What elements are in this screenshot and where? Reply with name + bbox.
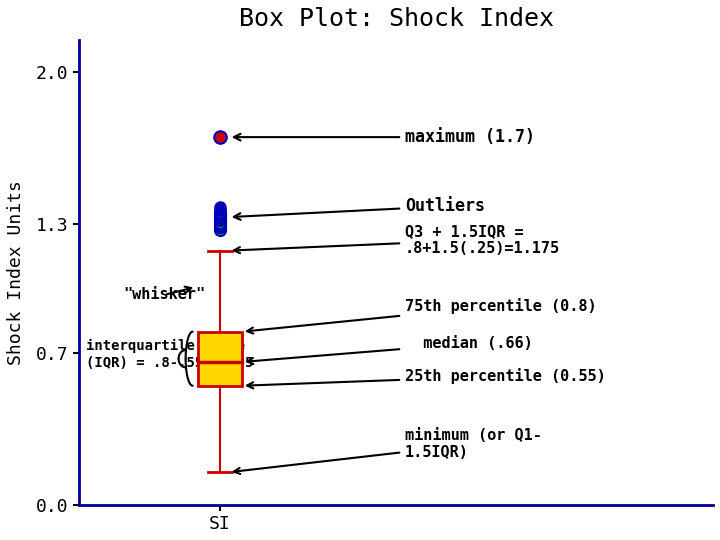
Text: 75th percentile (0.8): 75th percentile (0.8) bbox=[247, 298, 596, 334]
Text: interquartile range
(IQR) = .8-.55 = .25: interquartile range (IQR) = .8-.55 = .25 bbox=[86, 339, 253, 369]
Bar bbox=[198, 332, 242, 386]
Text: 25th percentile (0.55): 25th percentile (0.55) bbox=[247, 368, 606, 388]
Text: median (.66): median (.66) bbox=[247, 336, 533, 364]
Y-axis label: Shock Index Units: Shock Index Units bbox=[7, 180, 25, 364]
Text: maximum (1.7): maximum (1.7) bbox=[234, 128, 535, 146]
Title: Box Plot: Shock Index: Box Plot: Shock Index bbox=[238, 7, 554, 31]
Text: Outliers: Outliers bbox=[234, 197, 485, 220]
Text: "whisker": "whisker" bbox=[123, 287, 205, 302]
Text: Q3 + 1.5IQR =
.8+1.5(.25)=1.175: Q3 + 1.5IQR = .8+1.5(.25)=1.175 bbox=[234, 224, 560, 256]
Text: minimum (or Q1-
1.5IQR): minimum (or Q1- 1.5IQR) bbox=[234, 428, 541, 474]
